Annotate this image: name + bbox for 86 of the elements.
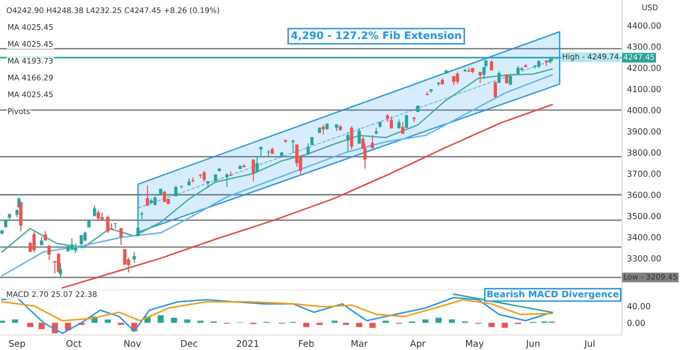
candlestick — [136, 218, 140, 237]
x-tick-label: Apr — [410, 340, 426, 349]
candlestick — [174, 185, 178, 196]
candlestick — [32, 231, 36, 253]
candlestick — [390, 116, 393, 129]
candlestick — [259, 146, 263, 156]
candlestick — [346, 132, 350, 152]
bar — [303, 322, 310, 328]
bar — [488, 322, 495, 328]
line-series — [1, 298, 553, 322]
x-tick-label: Jun — [526, 340, 540, 349]
y-tick-label: 3900.00 — [627, 128, 661, 135]
bar — [158, 315, 164, 323]
candlestick — [74, 243, 78, 254]
candlestick — [44, 230, 47, 241]
candlestick — [266, 150, 270, 158]
y-tick-label: 3300.00 — [627, 255, 661, 262]
x-tick-label: Jul — [584, 340, 594, 349]
y-tick-label: 3400.00 — [627, 234, 661, 240]
candlestick — [58, 262, 62, 278]
bar — [356, 322, 362, 328]
candlestick — [19, 202, 22, 232]
bar — [38, 322, 45, 330]
bar — [448, 319, 455, 323]
y-tick-label: 0.00 — [627, 320, 645, 326]
bar — [170, 318, 177, 323]
y-tick-label: 4300.00 — [627, 44, 661, 50]
candlestick — [397, 118, 401, 130]
candlestick — [92, 205, 96, 216]
candlestick — [322, 124, 325, 136]
candlestick — [490, 60, 494, 71]
annotation: 4,290 - 127.2% Fib Extension — [291, 31, 461, 41]
candlestick — [291, 139, 295, 154]
y-tick-label: 4400.00 — [627, 22, 661, 29]
y-tick-label: 3800.00 — [627, 149, 661, 156]
x-tick-label: May — [466, 340, 484, 349]
x-tick-label: Mar — [352, 340, 368, 347]
y-tick-label: 4100.00 — [627, 86, 661, 92]
candlestick — [404, 114, 408, 128]
candlestick — [57, 252, 60, 274]
candlestick — [306, 142, 310, 155]
y-tick-label: 4200.00 — [627, 64, 661, 72]
bar — [184, 319, 190, 323]
y-tick-label: 3700.00 — [627, 170, 661, 177]
candlestick — [494, 81, 497, 98]
candlestick — [478, 72, 482, 84]
candlestick — [456, 72, 460, 85]
y-tick-label: 40.00 — [627, 302, 650, 310]
bar — [12, 319, 18, 323]
candlestick — [401, 122, 404, 134]
candlestick — [70, 238, 74, 250]
candlestick — [132, 251, 136, 264]
x-tick-label: 2021 — [236, 340, 258, 347]
y-tick-label: 3500.00 — [627, 212, 661, 220]
x-tick-label: Nov — [124, 340, 141, 347]
candlestick — [370, 134, 374, 148]
candlestick — [252, 158, 255, 182]
bar — [422, 319, 428, 323]
candlestick — [146, 184, 150, 206]
y-tick-label: 3600.00 — [627, 192, 661, 198]
bar — [104, 319, 111, 323]
x-tick-label: Oct — [66, 340, 82, 347]
candlestick — [96, 210, 100, 221]
candlestick — [256, 156, 259, 174]
candlestick — [295, 144, 298, 168]
candlestick — [119, 228, 123, 246]
bar — [369, 322, 376, 328]
candlestick — [106, 215, 110, 234]
y-tick-label: 4000.00 — [627, 107, 661, 114]
candlestick — [202, 170, 206, 183]
x-tick-label: Feb — [299, 340, 314, 347]
candlestick — [350, 125, 354, 150]
candlestick — [358, 128, 361, 144]
candlestick — [162, 190, 166, 202]
x-tick-label: Sep — [9, 340, 26, 349]
annotation: Bearish MACD Divergence — [487, 290, 618, 300]
bar — [436, 318, 442, 323]
candlestick — [498, 70, 501, 84]
x-tick-label: Dec — [181, 340, 198, 347]
candlestick — [48, 244, 51, 260]
line-series — [62, 104, 553, 289]
candlestick — [225, 172, 228, 188]
bar — [27, 322, 34, 328]
candlestick — [363, 142, 366, 170]
candlestick — [508, 73, 512, 85]
bar — [502, 322, 508, 328]
